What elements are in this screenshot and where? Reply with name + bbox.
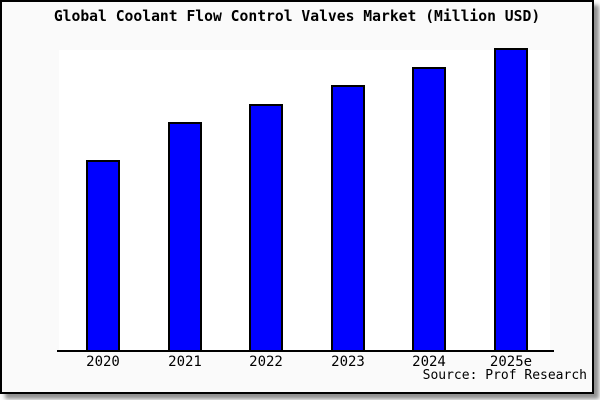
- bar-2020: [86, 160, 120, 350]
- chart-frame: Global Coolant Flow Control Valves Marke…: [0, 0, 594, 394]
- bar-2022: [249, 104, 283, 350]
- x-tick-label-2025e: 2025e: [489, 354, 533, 370]
- x-tick-label-2021: 2021: [168, 354, 202, 370]
- bar-2025e: [494, 48, 528, 350]
- x-tick-label-2024: 2024: [412, 354, 446, 370]
- x-tick-label-2023: 2023: [331, 354, 365, 370]
- x-axis-line: [57, 350, 554, 352]
- bar-2021: [168, 122, 202, 350]
- bar-2023: [331, 85, 365, 350]
- x-tick-label-2020: 2020: [86, 354, 120, 370]
- chart-title: Global Coolant Flow Control Valves Marke…: [53, 8, 541, 25]
- x-tick-label-2022: 2022: [249, 354, 283, 370]
- plot-area: [59, 48, 550, 350]
- bar-2024: [412, 67, 446, 350]
- source-attribution: Source: Prof Research: [422, 368, 587, 383]
